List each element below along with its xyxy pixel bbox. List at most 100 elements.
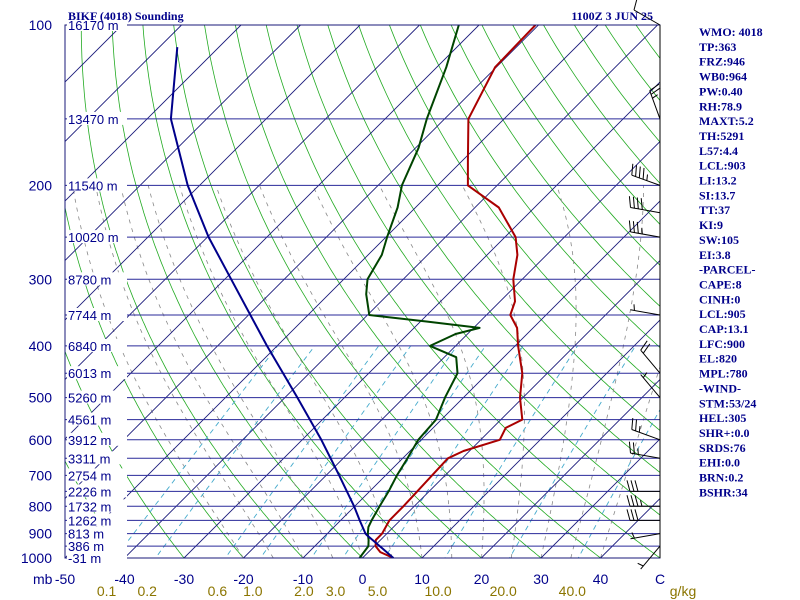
pressure-tick-label: 200 [29, 177, 53, 193]
pressure-tick-label: 300 [29, 271, 53, 287]
index-value: LFC:900 [699, 337, 745, 351]
index-value: CAP:13.1 [699, 322, 749, 336]
wind-barb [630, 532, 661, 540]
moist-adiabat-line [179, 185, 363, 558]
dry-adiabat-line [234, 25, 602, 558]
mixing-ratio-label: 0.1 [97, 583, 117, 599]
height-label-bg [67, 390, 127, 404]
dry-adiabat-line [65, 350, 185, 558]
index-value: RH:78.9 [699, 99, 742, 113]
mixing-ratio-line [224, 345, 380, 558]
index-value: KI:9 [699, 218, 723, 232]
mixing-ratio-label: 10.0 [424, 583, 451, 599]
height-label-bg [67, 513, 127, 527]
index-value: WB0:964 [699, 70, 747, 84]
indices-panel: WMO: 4018TP:363FRZ:946WB0:964PW:0.40RH:7… [699, 25, 763, 499]
height-label-bg [67, 468, 127, 482]
temperature-tick-label: 10 [414, 571, 430, 587]
wind-barb [628, 441, 661, 459]
wind-barb [628, 220, 661, 238]
wind-barb [649, 83, 661, 120]
isotherm-line [65, 25, 480, 440]
index-value: L57:4.4 [699, 144, 738, 158]
dry-adiabat-line [419, 25, 660, 349]
dry-adiabat-line [450, 25, 660, 307]
pressure-tick-label: 900 [29, 526, 53, 542]
isotherm-line [540, 438, 660, 558]
index-value: BRN:0.2 [699, 471, 743, 485]
temperature-tick-label: -50 [55, 571, 75, 587]
mixing-ratio-unit: g/kg [670, 583, 696, 599]
isotherm-line [183, 81, 660, 558]
height-label: 4561 m [68, 413, 111, 428]
height-label-bg [67, 230, 127, 244]
wind-barb [640, 340, 661, 374]
wind-barb [628, 196, 661, 214]
height-label: 10020 m [68, 230, 119, 245]
pressure-tick-label: 1000 [21, 550, 52, 566]
index-value: MPL:780 [699, 367, 748, 381]
index-value: PW:0.40 [699, 84, 743, 98]
mixing-ratio-label: 0.2 [137, 583, 157, 599]
temperature-tick-label: 30 [533, 571, 549, 587]
index-value: HEL:305 [699, 411, 746, 425]
height-label: 2754 m [68, 468, 111, 483]
index-value: SI:13.7 [699, 188, 735, 202]
height-label: 6013 m [68, 366, 111, 381]
moist-adiabat-line [570, 185, 644, 558]
index-value: EI:3.8 [699, 248, 731, 262]
height-label-bg [67, 539, 127, 553]
dry-adiabat-line [204, 25, 542, 558]
wind-barb [631, 418, 661, 441]
temperature-tick-label: 20 [474, 571, 490, 587]
height-label: 1262 m [68, 513, 111, 528]
sounding-traces [169, 25, 537, 558]
height-label: 11540 m [68, 178, 118, 193]
temperature-tick-label: 0 [359, 571, 367, 587]
wind-barb [630, 304, 661, 316]
moist-adiabat-line [72, 185, 244, 558]
height-label-bg [67, 272, 127, 286]
height-label: 386 m [68, 539, 104, 554]
mixing-ratio-line [444, 345, 578, 558]
isotherm-line [65, 25, 242, 202]
pressure-tick-label: 800 [29, 498, 53, 514]
pressure-tick-label: 100 [29, 17, 53, 33]
wind-barb [626, 480, 660, 492]
wind-barb [633, 0, 661, 26]
height-label-bg [67, 432, 127, 446]
height-label-bg [67, 308, 127, 321]
wind-barb [640, 372, 661, 398]
temperature-tick-label: 40 [593, 571, 609, 587]
dry-adiabat-line [173, 25, 483, 558]
pressure-tick-label: 500 [29, 390, 53, 406]
height-label-bg [67, 451, 127, 465]
index-value: SW:105 [699, 233, 739, 247]
isotherm-line [481, 378, 660, 558]
wind-barb [631, 163, 661, 186]
isotherm-line [65, 25, 361, 321]
index-value: EHI:0.0 [699, 456, 740, 470]
index-value: BSHR:34 [699, 485, 748, 499]
height-label-bg [67, 338, 127, 352]
mixing-ratio-label: 20.0 [490, 583, 517, 599]
dry-adiabat-line [296, 25, 660, 516]
index-value: -WIND- [699, 381, 741, 395]
height-label-bg [67, 526, 127, 540]
height-label-bg [67, 18, 127, 31]
index-value: MAXT:5.2 [699, 114, 754, 128]
mixing-ratio-label: 1.0 [243, 583, 263, 599]
mixing-ratio-label: 0.6 [208, 583, 228, 599]
dry-adiabat-line [481, 25, 660, 266]
temperature-tick-label: -40 [114, 571, 134, 587]
index-value: SRDS:76 [699, 441, 746, 455]
index-value: SHR+:0.0 [699, 426, 750, 440]
wind-barb [626, 509, 660, 521]
isotherm-line [421, 319, 660, 558]
dewpoint-trace [358, 25, 481, 558]
wind-barb [626, 495, 660, 507]
isotherm-line [243, 140, 660, 558]
mixing-ratio-line [260, 345, 412, 558]
height-label-bg [67, 499, 127, 513]
